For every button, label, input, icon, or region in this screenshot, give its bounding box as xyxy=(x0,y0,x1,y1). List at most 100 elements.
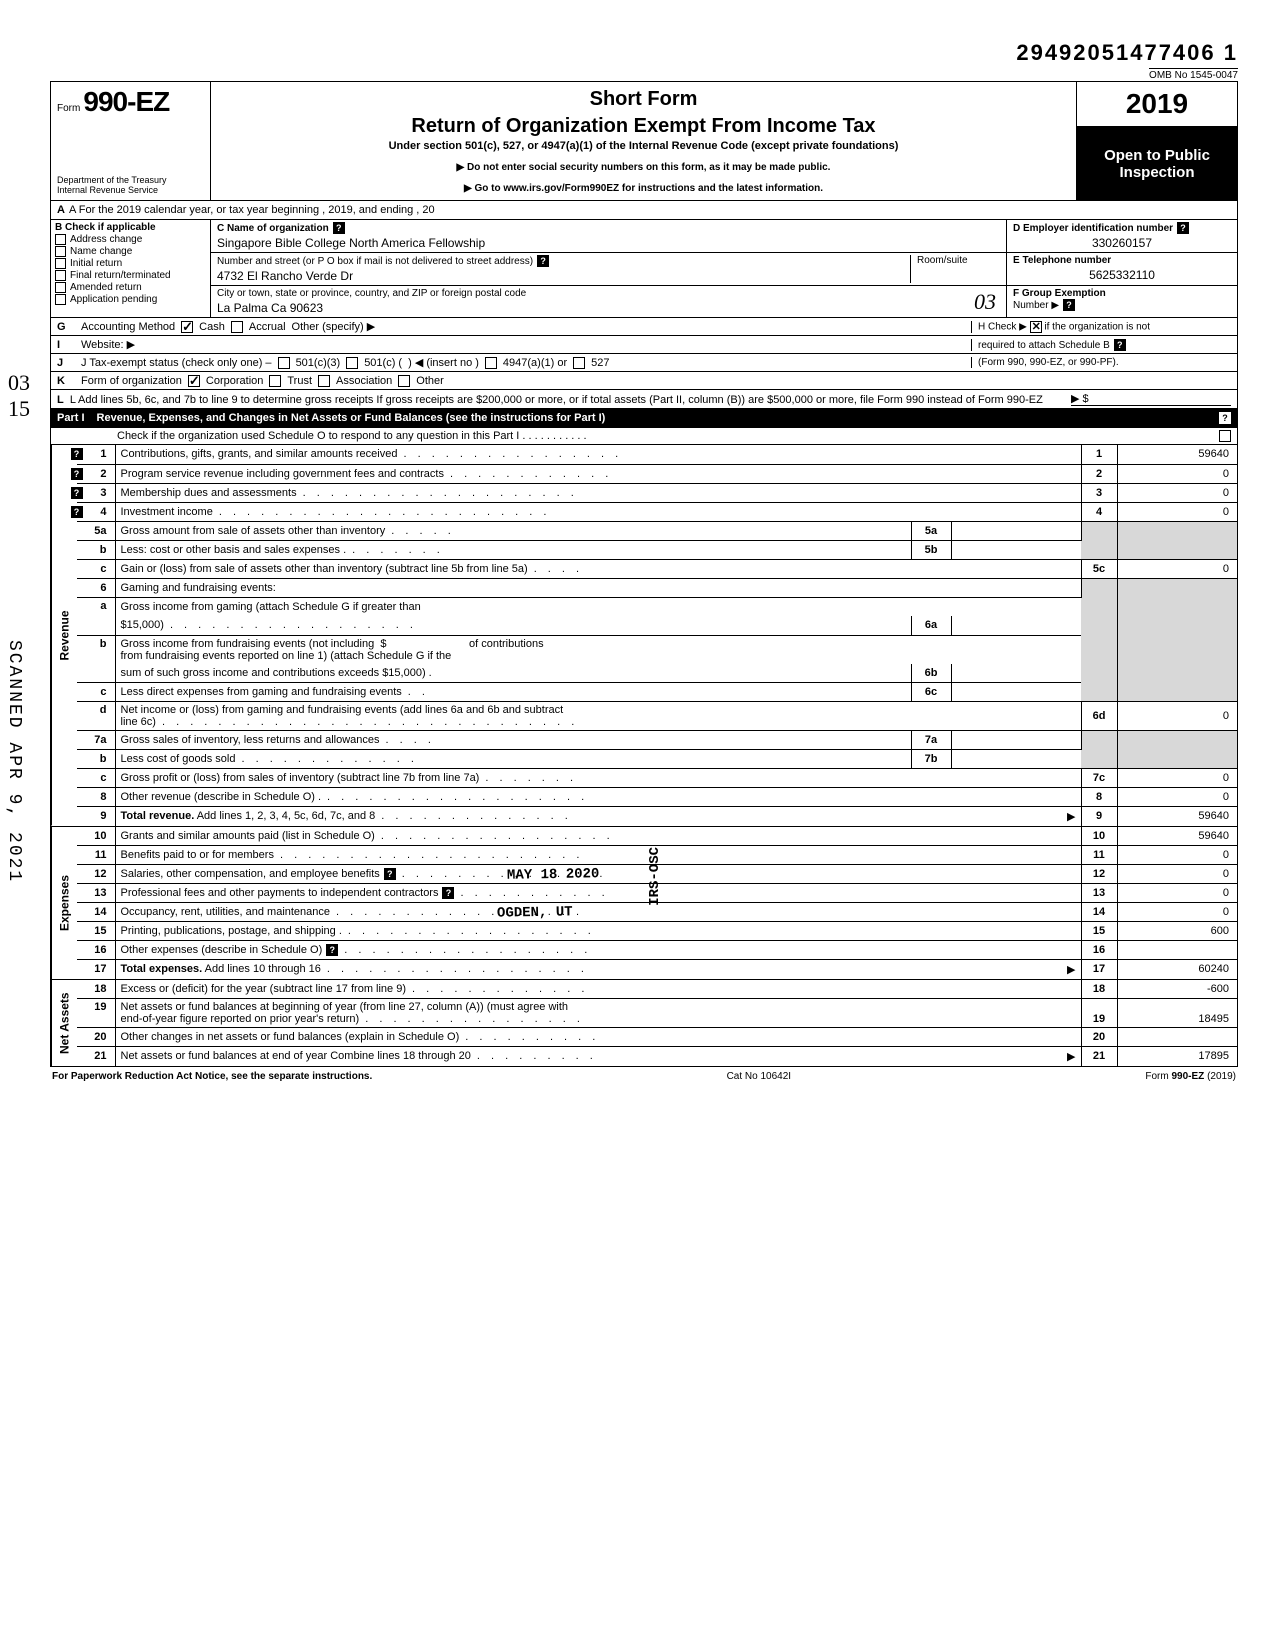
table-row: d Net income or (loss) from gaming and f… xyxy=(77,702,1237,731)
chk-schedule-o[interactable] xyxy=(1219,430,1231,442)
help-icon[interactable]: ? xyxy=(1063,299,1075,311)
line-desc: Occupancy, rent, utilities, and maintena… xyxy=(115,903,1081,922)
lbl-amended-return: Amended return xyxy=(70,282,142,293)
help-icon[interactable]: ? xyxy=(384,868,396,880)
lbl-501c3: 501(c)(3) xyxy=(296,357,341,369)
line-ref: 1 xyxy=(1081,445,1117,464)
line-num: 11 xyxy=(77,846,115,865)
form-header: Form 990-EZ Department of the Treasury I… xyxy=(50,81,1238,201)
handwritten-03: 03 xyxy=(974,289,996,315)
c-street-label: Number and street (or P O box if mail is… xyxy=(217,256,533,267)
line-ref: 16 xyxy=(1081,941,1117,960)
line-ref: 8 xyxy=(1081,788,1117,807)
chk-final-return[interactable]: Final return/terminated xyxy=(55,270,206,281)
line-num: 21 xyxy=(77,1047,115,1066)
help-icon[interactable]: ? xyxy=(71,487,83,499)
line-val: 0 xyxy=(1117,559,1237,578)
j-label: J Tax-exempt status (check only one) – xyxy=(81,357,272,369)
line-num: 20 xyxy=(77,1028,115,1047)
line-desc: Gross income from fundraising events (no… xyxy=(115,635,1081,664)
lbl-name-change: Name change xyxy=(70,246,132,257)
help-icon[interactable]: ? xyxy=(333,222,345,234)
tax-year: 2019 xyxy=(1077,82,1237,127)
help-icon[interactable]: ? xyxy=(1219,412,1231,424)
help-icon[interactable]: ? xyxy=(1114,339,1126,351)
room-suite-label: Room/suite xyxy=(917,255,968,266)
help-icon[interactable]: ? xyxy=(537,255,549,267)
table-row: 14 Occupancy, rent, utilities, and maint… xyxy=(77,903,1237,922)
help-icon[interactable]: ? xyxy=(71,468,83,480)
line-num: 10 xyxy=(77,827,115,846)
ein-value: 330260157 xyxy=(1013,236,1231,250)
chk-amended-return[interactable]: Amended return xyxy=(55,282,206,293)
line-val xyxy=(1117,1028,1237,1047)
chk-4947[interactable] xyxy=(485,357,497,369)
lbl-application-pending: Application pending xyxy=(70,294,157,305)
line-desc: Total revenue. Add lines 1, 2, 3, 4, 5c,… xyxy=(115,807,1081,826)
table-row: 13 Professional fees and other payments … xyxy=(77,884,1237,903)
table-row: c Less direct expenses from gaming and f… xyxy=(77,683,1237,702)
side-label-expenses: Expenses xyxy=(51,827,77,979)
open-to-public-badge: Open to Public Inspection xyxy=(1077,127,1237,200)
chk-address-change[interactable]: Address change xyxy=(55,234,206,245)
scanned-stamp: SCANNED APR 9, 2021 xyxy=(4,640,24,883)
chk-name-change[interactable]: Name change xyxy=(55,246,206,257)
line-val: 59640 xyxy=(1117,807,1237,826)
line-val xyxy=(1117,941,1237,960)
line-num: b xyxy=(77,750,115,769)
row-i: I Website: ▶ required to attach Schedule… xyxy=(51,336,1237,354)
help-icon[interactable]: ? xyxy=(442,887,454,899)
line-desc: Net assets or fund balances at end of ye… xyxy=(115,1047,1081,1066)
chk-initial-return[interactable]: Initial return xyxy=(55,258,206,269)
chk-501c3[interactable] xyxy=(278,357,290,369)
chk-other-org[interactable] xyxy=(398,375,410,387)
form-number: 990-EZ xyxy=(83,86,169,117)
help-icon[interactable]: ? xyxy=(1177,222,1189,234)
help-icon[interactable]: ? xyxy=(326,944,338,956)
help-icon[interactable]: ? xyxy=(71,448,83,460)
lbl-corporation: Corporation xyxy=(206,375,263,387)
line-desc: Total expenses. Add lines 10 through 16.… xyxy=(115,960,1081,979)
mid-val xyxy=(951,540,1081,559)
lbl-4947: 4947(a)(1) or xyxy=(503,357,567,369)
shade-cell xyxy=(1081,521,1117,559)
lbl-527: 527 xyxy=(591,357,609,369)
chk-trust[interactable] xyxy=(269,375,281,387)
line-desc: Less direct expenses from gaming and fun… xyxy=(115,683,911,702)
line-desc: Printing, publications, postage, and shi… xyxy=(115,922,1081,941)
chk-application-pending[interactable]: Application pending xyxy=(55,294,206,305)
line-num: c xyxy=(77,769,115,788)
chk-accrual[interactable] xyxy=(231,321,243,333)
lbl-insert-no: ) ◀ (insert no ) xyxy=(408,356,479,369)
revenue-section: Revenue 1 ?Contributions, gifts, grants,… xyxy=(50,445,1238,827)
help-icon[interactable]: ? xyxy=(71,506,83,518)
line-desc: Other revenue (describe in Schedule O) .… xyxy=(115,788,1081,807)
h-text4: (Form 990, 990-EZ, or 990-PF). xyxy=(978,357,1119,368)
row-g-h: G Accounting Method Cash Accrual Other (… xyxy=(51,318,1237,336)
l-amount-arrow: ▶ $ xyxy=(1071,392,1231,406)
table-row: 4 ?Investment income. . . . . . . . . . … xyxy=(77,502,1237,521)
chk-corporation[interactable] xyxy=(188,375,200,387)
line-desc: Gross amount from sale of assets other t… xyxy=(115,521,911,540)
line-desc: Net assets or fund balances at beginning… xyxy=(115,999,1081,1028)
form-label-prefix: Form xyxy=(57,103,80,114)
chk-501c[interactable] xyxy=(346,357,358,369)
mid-val xyxy=(951,616,1081,635)
line-ref: 11 xyxy=(1081,846,1117,865)
mid-val xyxy=(951,521,1081,540)
shade-cell xyxy=(1117,731,1237,769)
expenses-section: Expenses MAY 18 2020 OGDEN, UT IRS-OSC 1… xyxy=(50,827,1238,980)
mid-ref: 7b xyxy=(911,750,951,769)
chk-association[interactable] xyxy=(318,375,330,387)
line-ref: 15 xyxy=(1081,922,1117,941)
table-row: 7a Gross sales of inventory, less return… xyxy=(77,731,1237,750)
line-desc: Gain or (loss) from sale of assets other… xyxy=(115,559,1081,578)
shade-cell xyxy=(1117,521,1237,559)
line-val: 60240 xyxy=(1117,960,1237,979)
table-row: 2 ?Program service revenue including gov… xyxy=(77,464,1237,483)
mid-val xyxy=(951,683,1081,702)
chk-527[interactable] xyxy=(573,357,585,369)
table-row: b Less cost of goods sold. . . . . . . .… xyxy=(77,750,1237,769)
chk-cash[interactable] xyxy=(181,321,193,333)
chk-schedule-b[interactable] xyxy=(1030,321,1042,333)
